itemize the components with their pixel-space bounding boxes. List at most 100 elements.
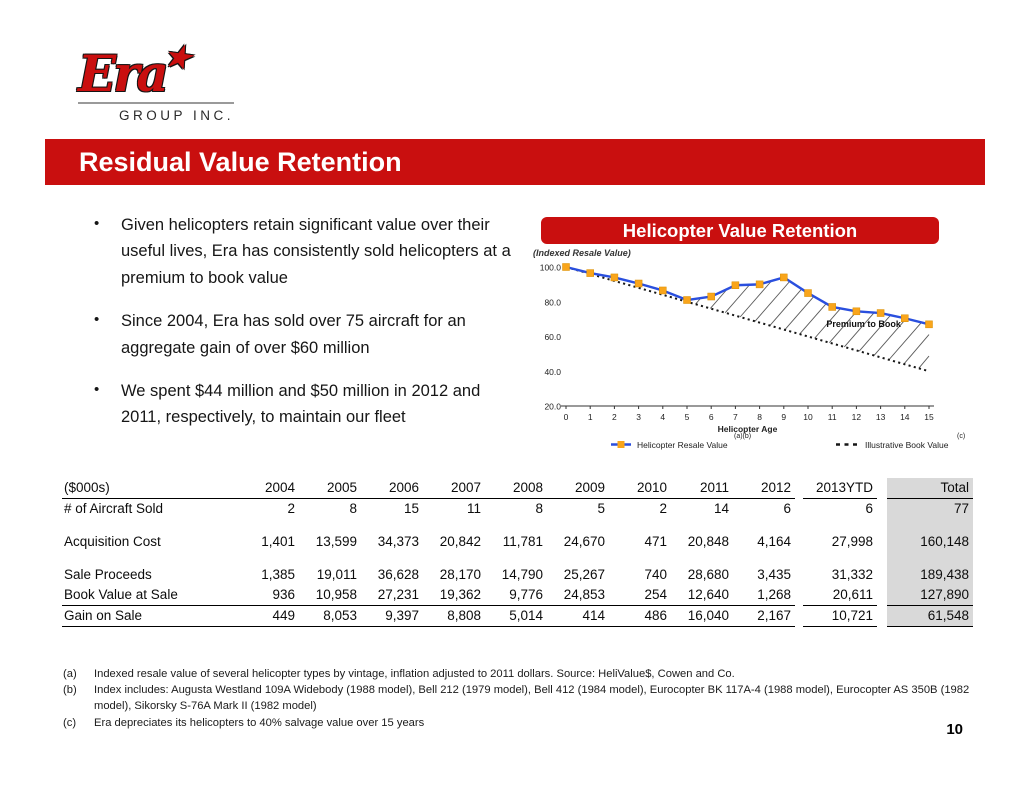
table-cell (803, 519, 877, 532)
bullet-item: • We spent $44 million and $50 million in… (85, 378, 521, 431)
y-tick-label: 40.0 (544, 367, 561, 377)
column-header: 2009 (547, 478, 609, 499)
hatch-line (918, 355, 930, 369)
table-cell: 486 (609, 605, 671, 627)
bullet-text: Given helicopters retain significant val… (121, 216, 511, 287)
hatch-line (739, 280, 772, 318)
resale-marker (876, 309, 885, 317)
x-tick-label: 5 (685, 412, 690, 422)
page-number: 10 (946, 721, 963, 738)
table-cell (299, 552, 361, 565)
table-cell: 449 (237, 605, 299, 627)
y-tick-label: 80.0 (544, 297, 561, 307)
x-tick-label: 9 (781, 412, 786, 422)
table-cell (609, 552, 671, 565)
table-row: Sale Proceeds 1,385 19,011 36,628 28,170 14,7… (62, 565, 973, 585)
column-gap (877, 519, 887, 532)
table-cell: 8 (349, 501, 357, 516)
table-spacer-row (62, 552, 973, 565)
row-label: # of Aircraft Sold (64, 501, 164, 516)
x-tick-label: 7 (733, 412, 738, 422)
footnote-marker: (c) (63, 716, 77, 729)
footnote-text: Era depreciates its helicopters to 40% s… (94, 716, 425, 729)
hatch-line (710, 288, 728, 309)
resale-marker (562, 263, 570, 271)
helicopter-value-retention-chart: Helicopter Value Retention (Indexed Resa… (533, 215, 965, 463)
table-cell (237, 552, 299, 565)
column-gap (877, 552, 887, 565)
x-axis-title: Helicopter Age (718, 424, 778, 434)
column-header: 2006 (361, 478, 423, 499)
column-header: 2004 (237, 478, 299, 499)
aircraft-sales-table: ($000s) 2004 2005 2006 2007 2008 2009 2010 2011 2… (62, 478, 973, 627)
table-cell: 2,167 (733, 605, 795, 627)
table-cell: 936 (272, 587, 295, 602)
column-header: 2008 (485, 478, 547, 499)
bullet-text: We spent $44 million and $50 million in … (121, 381, 481, 427)
bullet-dot: • (94, 380, 100, 398)
x-tick-label: 2 (612, 412, 617, 422)
slide-title-banner: Residual Value Retention (45, 139, 985, 185)
table-cell: 16,040 (671, 605, 733, 627)
hatch-line (769, 288, 803, 326)
chart-title-banner: Helicopter Value Retention (541, 217, 939, 244)
table-cell (547, 552, 609, 565)
hatch-line (814, 308, 842, 339)
column-gap (877, 499, 887, 520)
table-cell: 20,611 (832, 587, 873, 602)
resale-marker (804, 289, 812, 297)
column-gap (877, 585, 887, 606)
table-cell (237, 519, 299, 532)
table-cell (361, 552, 423, 565)
table-cell (671, 552, 733, 565)
column-gap (877, 532, 887, 552)
column-gap (795, 478, 803, 499)
hatch-line (873, 317, 907, 356)
table-cell: 19,011 (316, 567, 357, 582)
column-gap (795, 606, 803, 627)
resale-marker (755, 280, 764, 289)
table-cell (887, 519, 973, 532)
table-cell: 10,721 (803, 605, 877, 627)
table-row: ($000s) 2004 2005 2006 2007 2008 2009 2010 2011 2… (62, 478, 973, 499)
footnote: (a) Indexed resale value of several helic… (63, 666, 975, 682)
hatch-line (843, 312, 875, 348)
bullet-item: • Since 2004, Era has sold over 75 aircra… (85, 308, 521, 361)
resale-marker (828, 303, 836, 311)
hatch-line (784, 295, 815, 331)
table-cell (609, 519, 671, 532)
table-row: # of Aircraft Sold 2 8 15 11 8 5 2 14 6 6 77 (62, 498, 973, 520)
table-cell: 14 (713, 501, 729, 516)
column-gap (795, 519, 803, 532)
table-row: Acquisition Cost 1,401 13,599 34,373 20,842 1… (62, 532, 973, 552)
x-tick-label: 3 (636, 412, 641, 422)
table-cell: 414 (547, 605, 609, 627)
resale-value-line (565, 265, 930, 326)
table-cell (733, 519, 795, 532)
table-cell: 31,332 (831, 567, 873, 582)
hatch-line (858, 314, 891, 352)
table-spacer-row (62, 519, 973, 532)
hatch-line (903, 334, 930, 365)
footnotes: (a) Indexed resale value of several helic… (63, 666, 975, 731)
star-icon: ★ (161, 38, 194, 77)
column-header: 2013YTD (803, 478, 877, 499)
bullet-item: • Given helicopters retain significant va… (85, 212, 521, 291)
x-tick-label: 6 (709, 412, 714, 422)
table-cell: 61,548 (887, 605, 973, 627)
hatch-line (754, 280, 791, 322)
x-tick-label: 12 (852, 412, 862, 422)
table-cell: 254 (644, 587, 667, 602)
resale-marker (925, 320, 933, 329)
resale-marker (610, 273, 619, 282)
footnote: (c) Era depreciates its helicopters to 40… (63, 715, 975, 731)
table-cell: 8 (535, 501, 543, 516)
column-gap (795, 532, 803, 552)
table-cell: 2 (287, 501, 295, 516)
table-cell: 189,438 (887, 565, 973, 585)
table-cell (887, 552, 973, 565)
table-cell: 6 (783, 501, 791, 516)
table-cell: 12,640 (687, 587, 729, 602)
logo-subtitle: GROUP INC. (118, 107, 234, 123)
